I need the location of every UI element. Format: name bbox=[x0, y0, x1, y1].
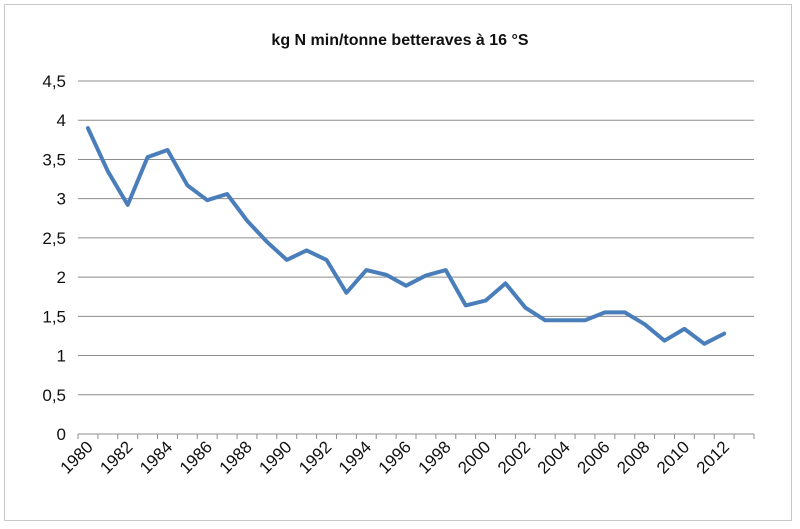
x-tick-label: 1996 bbox=[375, 437, 415, 477]
y-tick-label: 2,5 bbox=[42, 229, 66, 248]
x-tick-label: 1984 bbox=[136, 437, 176, 477]
x-tick-label: 2002 bbox=[494, 437, 534, 477]
x-tick-label: 1994 bbox=[335, 437, 375, 477]
data-series-line bbox=[85, 126, 727, 346]
y-tick-label: 2 bbox=[57, 268, 66, 287]
x-tick-label: 1998 bbox=[414, 437, 454, 477]
chart-frame bbox=[4, 4, 792, 521]
x-tick-label: 1990 bbox=[255, 437, 295, 477]
x-tick-label: 2008 bbox=[613, 437, 653, 477]
y-tick-label: 0 bbox=[57, 425, 66, 444]
x-tick-label: 1992 bbox=[295, 437, 335, 477]
x-tick-label: 2000 bbox=[454, 437, 494, 477]
chart-title: kg N min/tonne betteraves à 16 °S bbox=[271, 32, 529, 49]
x-tick-label: 2004 bbox=[534, 437, 574, 477]
y-tick-label: 3,5 bbox=[42, 150, 66, 169]
x-tick-label: 1988 bbox=[216, 437, 256, 477]
y-tick-label: 1,5 bbox=[42, 307, 66, 326]
x-tick-label: 2006 bbox=[574, 437, 614, 477]
y-tick-label: 0,5 bbox=[42, 386, 66, 405]
x-tick-label: 1982 bbox=[96, 437, 136, 477]
y-tick-label: 4 bbox=[57, 111, 66, 130]
x-tick-label: 1986 bbox=[176, 437, 216, 477]
x-tick-label: 2010 bbox=[653, 437, 693, 477]
y-tick-label: 4,5 bbox=[42, 72, 66, 91]
y-tick-label: 1 bbox=[57, 347, 66, 366]
x-tick-label: 2012 bbox=[693, 437, 733, 477]
y-tick-label: 3 bbox=[57, 190, 66, 209]
